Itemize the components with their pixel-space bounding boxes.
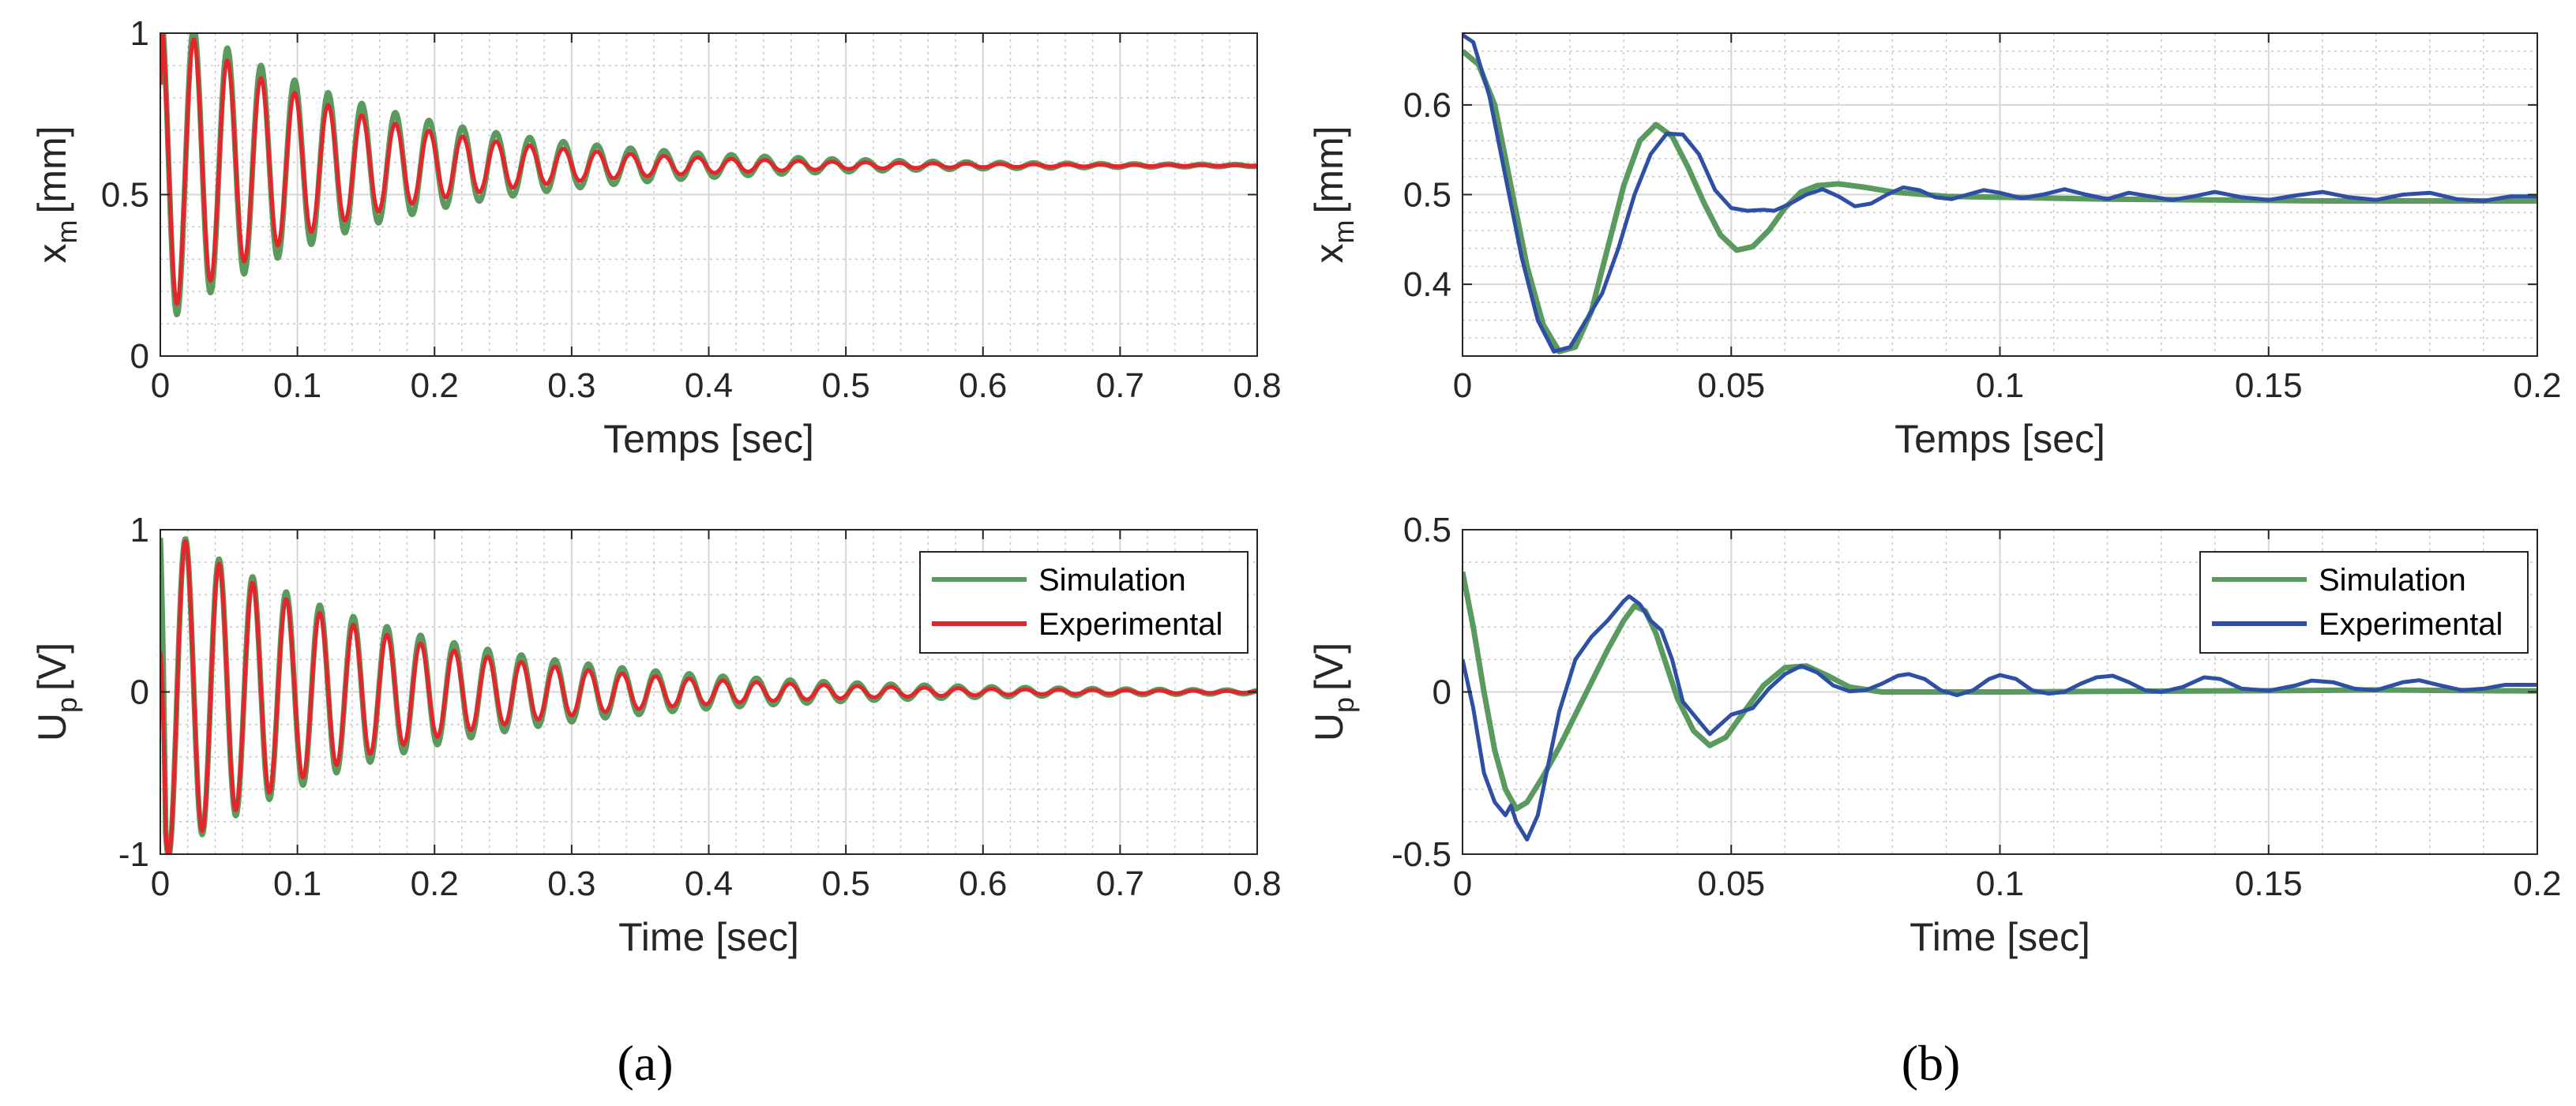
x-tick-label: 0 [1453, 366, 1472, 405]
legend-simulation-label-b: Simulation [2319, 563, 2466, 598]
x-axis-label-a-top: Temps [sec] [603, 417, 814, 461]
x-tick-label: 0.7 [1096, 366, 1144, 405]
x-tick-label: 0.8 [1233, 366, 1281, 405]
ticks-b-bottom: 0 0.05 0.1 0.15 0.2-0.500.5 [1391, 511, 2561, 903]
y-axis-label-unit: [V] [30, 643, 74, 691]
series-a-top [160, 33, 1257, 317]
x-tick-label: 0.1 [273, 366, 321, 405]
y-axis-label-unit: [mm] [30, 126, 74, 213]
x-tick-label: 0.5 [822, 864, 870, 903]
y-axis-label-b-top: xm [mm] [1307, 126, 1360, 263]
ticks-a-top: 0 0.1 0.2 0.3 0.4 0.5 0.6 0.7 0.8 0 0.5 1 [101, 14, 1282, 405]
x-tick-label: 0.3 [547, 864, 595, 903]
series-line-simulation [1463, 49, 2537, 354]
x-axis-label-b-top: Temps [sec] [1894, 417, 2105, 461]
y-tick-label: 0 [130, 673, 149, 712]
series-line-experimental [1463, 33, 2537, 354]
chart-a-top: 0 0.1 0.2 0.3 0.4 0.5 0.6 0.7 0.8 0 0.5 1 Temps [se… [30, 14, 1282, 461]
x-tick-label: 0.2 [2513, 864, 2561, 903]
y-tick-label: 0.4 [1403, 265, 1451, 304]
caption-a: (a) [617, 1035, 673, 1091]
legend-b: Simulation Experimental [2199, 551, 2529, 654]
x-tick-label: 0 [1453, 864, 1472, 903]
series-line-experimental [160, 33, 1257, 306]
y-axis-label-subscript: m [1327, 220, 1360, 244]
x-tick-label: 0.3 [547, 366, 595, 405]
x-tick-label: 0.15 [2235, 864, 2303, 903]
x-tick-label: 0.1 [1976, 864, 2024, 903]
y-tick-label: 0 [130, 337, 149, 376]
x-tick-label: 0.15 [2235, 366, 2303, 405]
chart-b-bottom: 0 0.05 0.1 0.15 0.2-0.500.5 Time [sec] Up[V]… [1307, 511, 2562, 959]
legend-experimental-label-a: Experimental [1038, 607, 1222, 642]
legend-box-b [2199, 551, 2529, 654]
chart-a-bottom: 0 0.1 0.2 0.3 0.4 0.5 0.6 0.7 0.8-101 Time [sec]… [30, 511, 1282, 959]
y-tick-label: 0 [1433, 673, 1451, 712]
legend-simulation-label-a: Simulation [1038, 563, 1186, 598]
y-axis-label-unit: [V] [1307, 643, 1351, 691]
y-axis-label-a-top: xm [mm] [30, 126, 83, 263]
y-axis-label-subscript: p [51, 697, 83, 713]
y-axis-label-main: x [30, 244, 74, 264]
x-tick-label: 0.2 [411, 366, 459, 405]
y-axis-label-main: U [30, 713, 74, 741]
x-tick-label: 0.2 [411, 864, 459, 903]
x-tick-label: 0.4 [685, 864, 733, 903]
x-tick-label: 0.6 [959, 864, 1007, 903]
x-tick-label: 0.4 [685, 366, 733, 405]
x-tick-label: 0.05 [1697, 366, 1765, 405]
y-tick-label: 0.6 [1403, 86, 1451, 125]
ticks-b-top: 0 0.05 0.1 0.15 0.2 0.4 0.5 0.6 [1403, 33, 2562, 405]
y-tick-label: 1 [130, 511, 149, 549]
y-axis-label-main: x [1307, 244, 1351, 264]
y-tick-label: -1 [118, 835, 149, 874]
chart-b-top: 0 0.05 0.1 0.15 0.2 0.4 0.5 0.6 Temps [sec] xm [… [1307, 32, 2562, 461]
ticks-a-bottom: 0 0.1 0.2 0.3 0.4 0.5 0.6 0.7 0.8-101 [118, 511, 1282, 903]
series-line-experimental [1463, 594, 2537, 842]
x-tick-label: 0 [151, 366, 170, 405]
y-tick-label: 0.5 [101, 176, 149, 215]
grid-a-top [160, 32, 1258, 357]
series-b-bottom [1463, 571, 2537, 842]
x-tick-label: 0.1 [273, 864, 321, 903]
x-tick-label: 0.2 [2513, 366, 2561, 405]
x-tick-label: 0.1 [1976, 366, 2024, 405]
x-tick-label: 0.6 [959, 366, 1007, 405]
x-axis-label-b-bottom: Time [sec] [1909, 915, 2090, 959]
x-tick-label: 0.5 [822, 366, 870, 405]
legend-a: Simulation Experimental [919, 551, 1249, 654]
y-axis-label-unit: [mm] [1307, 126, 1351, 213]
series-a-bottom [160, 536, 1257, 854]
y-axis-label-subscript: p [1327, 697, 1360, 713]
y-tick-label: -0.5 [1391, 835, 1451, 874]
legend-experimental-label-b: Experimental [2319, 607, 2503, 642]
y-axis-label-a-bottom: Up [V] [30, 643, 83, 741]
y-tick-label: 0.5 [1403, 511, 1451, 549]
series-line-experimental [160, 539, 1257, 854]
x-tick-label: 0 [151, 864, 170, 903]
x-tick-label: 0.05 [1697, 864, 1765, 903]
y-axis-label-main: U [1307, 713, 1351, 741]
x-tick-label: 0.7 [1096, 864, 1144, 903]
y-tick-label: 0.5 [1403, 176, 1451, 215]
y-axis-label-b-bottom: Up [V] [1307, 643, 1360, 741]
y-tick-label: 1 [130, 14, 149, 53]
x-axis-label-a-bottom: Time [sec] [618, 915, 799, 959]
legend-box-a [919, 551, 1249, 654]
y-axis-label-subscript: m [51, 220, 83, 244]
series-b-top [1463, 33, 2537, 354]
x-tick-label: 0.8 [1233, 864, 1281, 903]
series-line-simulation [1463, 571, 2537, 812]
caption-b: (b) [1902, 1035, 1961, 1091]
